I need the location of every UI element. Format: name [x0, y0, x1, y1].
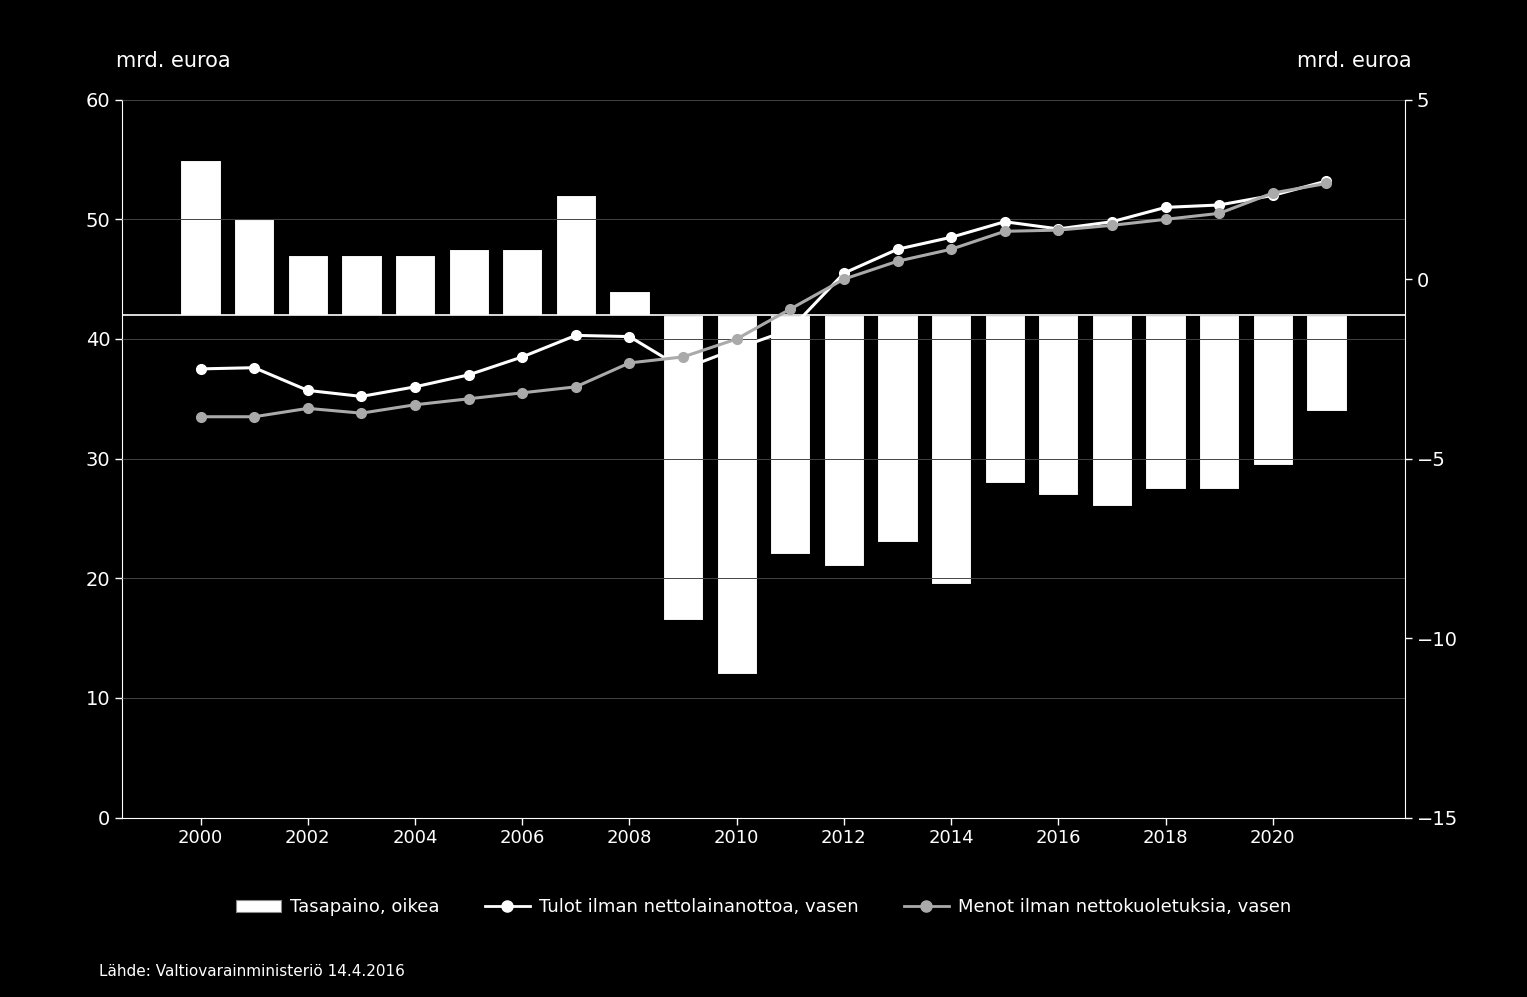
Bar [1306, 315, 1347, 411]
Bar [1038, 315, 1078, 495]
Bar [931, 315, 971, 584]
Text: mrd. euroa: mrd. euroa [1296, 51, 1411, 71]
Text: Lähde: Valtiovarainministeriö 14.4.2016: Lähde: Valtiovarainministeriö 14.4.2016 [99, 964, 405, 979]
Bar [287, 255, 328, 315]
Bar [395, 255, 435, 315]
Bar [716, 315, 757, 674]
Bar [1252, 315, 1293, 465]
Bar [823, 315, 864, 566]
Bar [878, 315, 918, 542]
Bar [609, 291, 649, 315]
Bar [180, 160, 221, 315]
Bar [556, 195, 596, 315]
Bar [1145, 315, 1185, 489]
Text: mrd. euroa: mrd. euroa [116, 51, 231, 71]
Bar [985, 315, 1025, 483]
Bar [1199, 315, 1240, 489]
Bar [502, 249, 542, 315]
Bar [663, 315, 704, 620]
Legend: Tasapaino, oikea, Tulot ilman nettolainanottoa, vasen, Menot ilman nettokuoletuk: Tasapaino, oikea, Tulot ilman nettolaina… [229, 891, 1298, 923]
Bar [770, 315, 811, 554]
Bar [1092, 315, 1132, 506]
Bar [234, 219, 275, 315]
Bar [449, 249, 489, 315]
Bar [342, 255, 382, 315]
